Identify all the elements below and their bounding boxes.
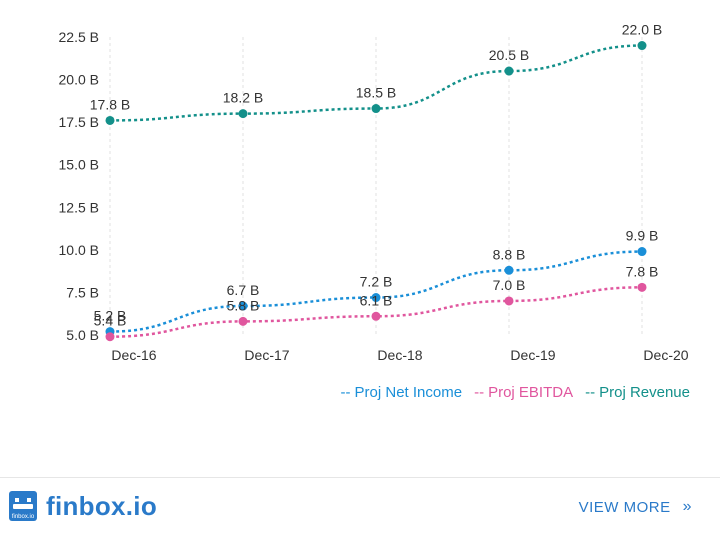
x-tick-label: Dec-16 bbox=[111, 347, 156, 363]
x-tick-label: Dec-20 bbox=[643, 347, 688, 363]
y-tick-label: 22.5 B bbox=[59, 29, 99, 45]
data-label: 6.1 B bbox=[360, 292, 393, 308]
data-point[interactable] bbox=[504, 66, 514, 76]
data-point[interactable] bbox=[105, 332, 115, 342]
data-label: 7.2 B bbox=[360, 274, 393, 290]
data-label: 9.9 B bbox=[626, 228, 659, 244]
legend-item-net-income[interactable]: -- Proj Net Income bbox=[341, 384, 463, 401]
series-line bbox=[109, 44, 643, 122]
y-tick-label: 7.5 B bbox=[66, 284, 99, 300]
data-label: 5.4 B bbox=[94, 313, 127, 329]
y-tick-label: 20.0 B bbox=[59, 72, 99, 88]
data-labels: 5.2 B 6.7 B 7.2 B 8.8 B 9.9 B 5.4 B 5.8 B 6.1 B… bbox=[90, 22, 662, 329]
data-label: 18.2 B bbox=[223, 90, 263, 106]
legend-label: -- bbox=[585, 384, 596, 401]
legend: -- Proj Net Income -- Proj EBITDA -- Pro… bbox=[341, 384, 690, 401]
data-point[interactable] bbox=[637, 41, 647, 51]
legend-item-ebitda[interactable]: -- Proj EBITDA bbox=[474, 384, 573, 401]
view-more-label: VIEW MORE bbox=[578, 498, 671, 516]
legend-label: -- bbox=[340, 384, 351, 401]
data-point[interactable] bbox=[238, 301, 248, 311]
brand-name: finbox.io bbox=[46, 490, 158, 521]
data-label: 18.5 B bbox=[356, 85, 396, 101]
series-line bbox=[109, 286, 643, 338]
series-group bbox=[105, 41, 647, 342]
view-more-button[interactable]: VIEW MORE » bbox=[579, 498, 692, 516]
y-tick-label: 10.0 B bbox=[59, 242, 99, 258]
data-label: 17.8 B bbox=[90, 96, 130, 112]
data-point[interactable] bbox=[637, 247, 647, 257]
data-label: 5.2 B bbox=[94, 308, 127, 324]
grid-lines bbox=[109, 37, 643, 335]
line-chart: 5.0 B 7.5 B 10.0 B 12.5 B 15.0 B 17.5 B 20.0 B… bbox=[59, 22, 689, 363]
footer: finbox.io finbox.io VIEW MORE » bbox=[0, 477, 720, 535]
legend-label: Proj Net Income bbox=[354, 384, 463, 401]
finbox-logo-icon: finbox.io bbox=[8, 490, 37, 522]
data-label: 20.5 B bbox=[489, 47, 529, 63]
data-point[interactable] bbox=[371, 311, 381, 321]
data-point[interactable] bbox=[504, 296, 514, 306]
data-point[interactable] bbox=[371, 293, 381, 303]
data-label: 7.8 B bbox=[626, 263, 659, 279]
legend-item-revenue[interactable]: -- Proj Revenue bbox=[585, 384, 690, 401]
y-tick-label: 12.5 B bbox=[59, 199, 99, 215]
y-axis-ticks: 5.0 B 7.5 B 10.0 B 12.5 B 15.0 B 17.5 B 20.0 B… bbox=[59, 29, 99, 343]
data-point[interactable] bbox=[238, 316, 248, 326]
x-tick-label: Dec-18 bbox=[377, 347, 422, 363]
legend-label: Proj Revenue bbox=[599, 384, 690, 401]
data-label: 7.0 B bbox=[493, 277, 526, 293]
data-point[interactable] bbox=[504, 265, 514, 275]
data-point[interactable] bbox=[371, 104, 381, 114]
x-tick-label: Dec-19 bbox=[510, 347, 555, 363]
data-point[interactable] bbox=[238, 109, 248, 119]
double-chevron-right-icon: » bbox=[682, 498, 692, 515]
legend-label: -- bbox=[474, 384, 485, 401]
data-label: 6.7 B bbox=[227, 282, 260, 298]
data-point[interactable] bbox=[105, 115, 115, 125]
data-point[interactable] bbox=[637, 282, 647, 292]
brand[interactable]: finbox.io finbox.io bbox=[8, 490, 157, 522]
y-tick-label: 15.0 B bbox=[59, 157, 99, 173]
x-axis-ticks: Dec-16 Dec-17 Dec-18 Dec-19 Dec-20 bbox=[111, 347, 688, 363]
x-tick-label: Dec-17 bbox=[244, 347, 289, 363]
data-label: 22.0 B bbox=[622, 22, 662, 38]
logo-text: finbox.io bbox=[12, 514, 35, 520]
y-tick-label: 5.0 B bbox=[66, 327, 99, 343]
data-label: 5.8 B bbox=[227, 297, 260, 313]
data-label: 8.8 B bbox=[493, 246, 526, 262]
legend-label: Proj EBITDA bbox=[488, 384, 574, 401]
y-tick-label: 17.5 B bbox=[59, 114, 99, 130]
